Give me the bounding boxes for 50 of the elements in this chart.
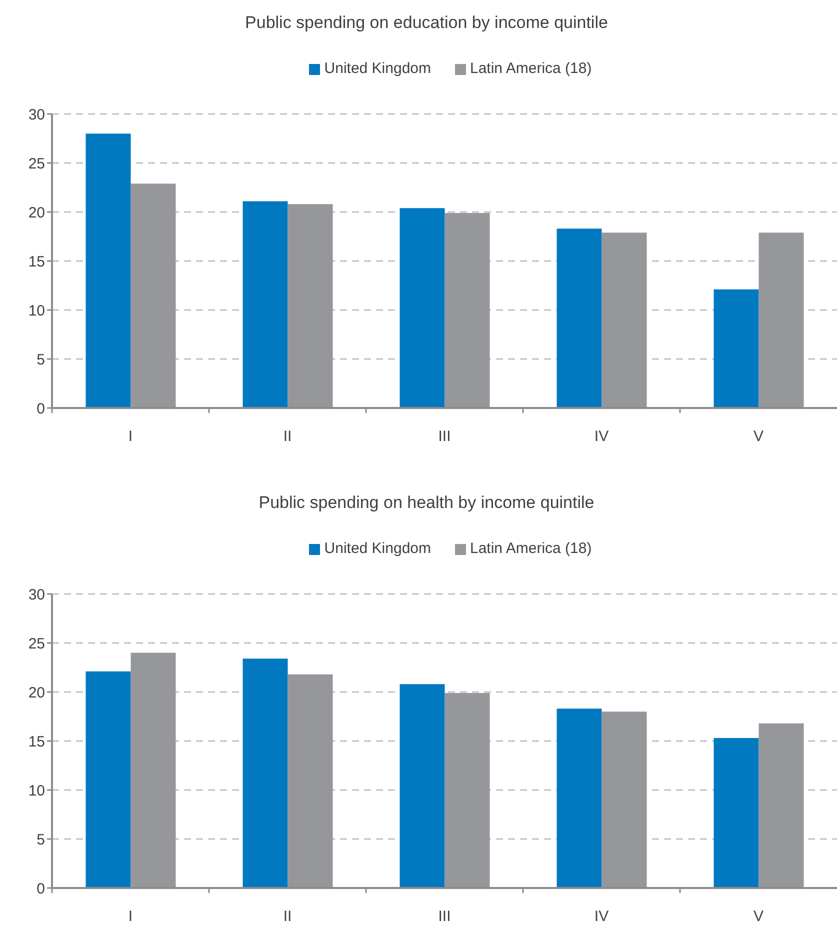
bar [758,232,804,408]
x-tick-label: III [438,428,451,445]
bar [714,289,759,408]
legend-label: United Kingdom [324,60,431,77]
bar [86,134,131,408]
x-tick-label: IV [594,908,609,925]
y-tick-label: 15 [28,733,45,750]
y-tick-label: 25 [28,635,45,652]
bar [602,232,647,408]
y-tick-label: 20 [28,684,45,702]
bar [758,723,804,888]
bar [400,684,445,888]
x-tick-label: II [283,428,292,445]
bar [400,208,445,408]
x-tick-label: II [283,908,292,925]
bar [714,738,759,888]
chart-title: Public spending on education by income quintile [244,12,609,34]
bar [288,204,333,408]
bar [444,212,490,408]
chart-title: Public spending on health by income quintile [258,492,596,514]
bar [444,692,490,888]
y-tick-label: 30 [28,106,45,124]
bar [130,184,176,408]
y-tick-label: 0 [36,880,45,898]
bar [86,671,131,888]
y-tick-label: 10 [28,302,45,320]
y-tick-label: 30 [28,586,45,604]
legend-label: Latin America (18) [470,60,592,77]
x-tick-label: I [128,908,133,925]
y-tick-label: 20 [28,204,45,222]
bar [556,708,602,888]
bar [242,201,288,408]
x-tick-label: V [753,908,764,925]
y-tick-label: 0 [36,400,45,418]
bar [288,674,333,888]
bar [602,712,647,888]
y-tick-label: 15 [28,253,45,270]
legend-label: United Kingdom [324,540,431,557]
y-tick-label: 25 [28,155,45,172]
y-tick-label: 10 [28,782,45,800]
y-tick-label: 5 [36,351,45,368]
x-tick-label: V [753,428,764,445]
bar [556,228,602,408]
bar [130,652,176,888]
y-tick-label: 5 [36,831,45,848]
x-tick-label: I [128,428,133,445]
x-tick-label: III [438,908,451,925]
legend-label: Latin America (18) [470,540,592,557]
x-tick-label: IV [594,428,609,445]
bar [242,658,288,888]
